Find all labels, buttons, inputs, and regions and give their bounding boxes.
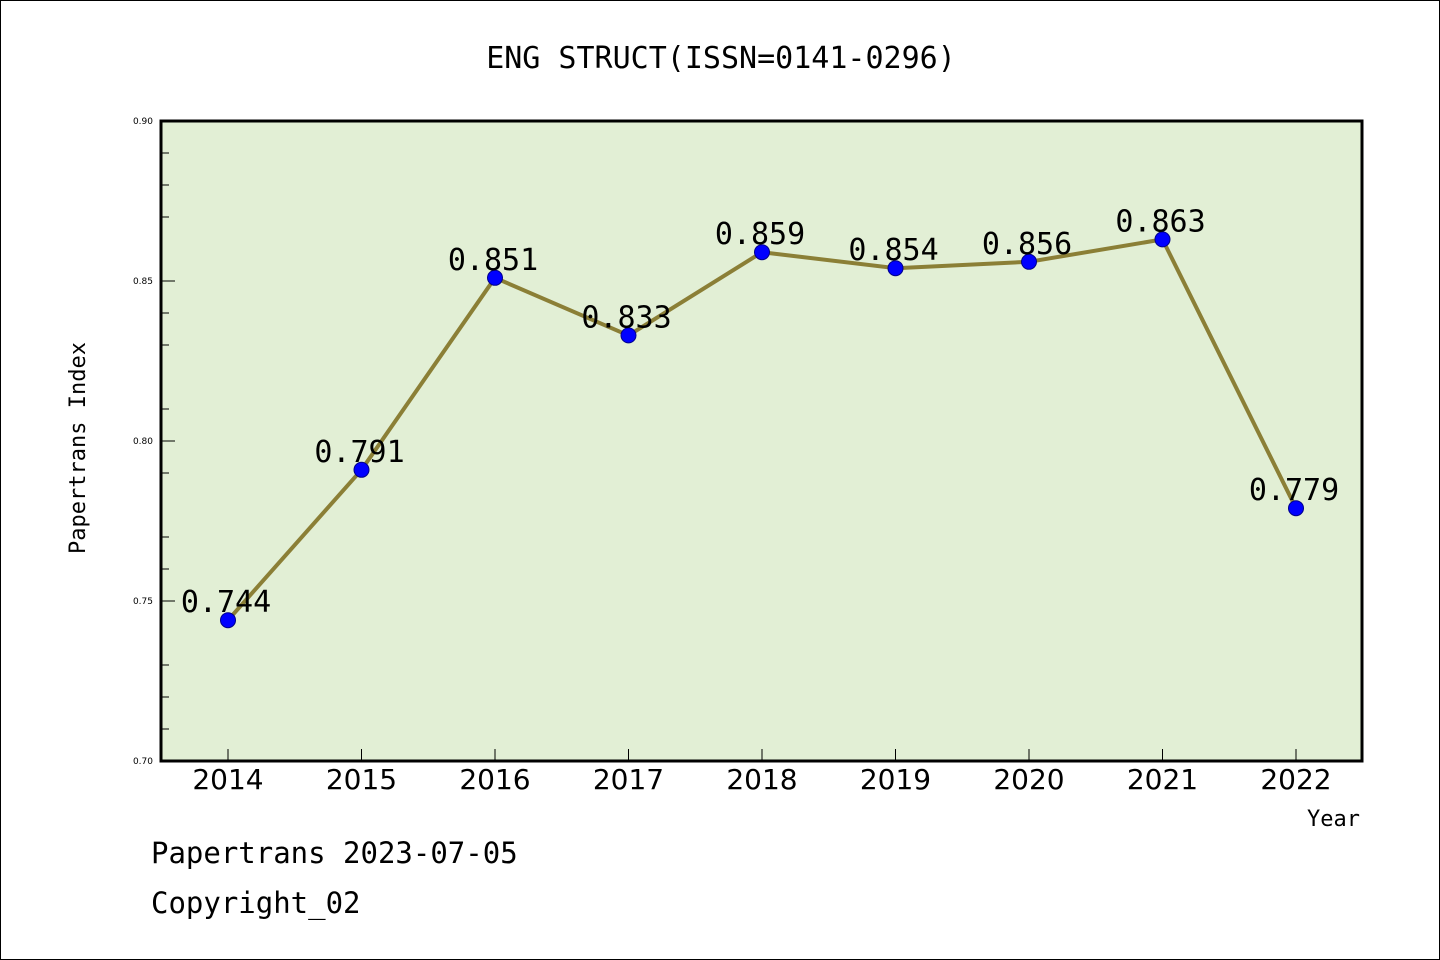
- x-tick-label: 2015: [326, 763, 397, 796]
- data-label: 0.854: [848, 233, 938, 268]
- data-label: 0.851: [448, 243, 538, 278]
- y-axis: 0.70 0.75 0.80 0.85 0.90: [133, 117, 175, 767]
- data-label: 0.744: [181, 585, 271, 620]
- y-tick-label: 0.70: [133, 757, 153, 767]
- x-tick-label: 2016: [459, 763, 530, 796]
- x-tick-label: 2022: [1260, 763, 1331, 796]
- data-point: [1021, 253, 1037, 270]
- data-label: 0.791: [314, 435, 404, 470]
- x-tick-label: 2018: [726, 763, 797, 796]
- data-point: [620, 327, 637, 344]
- y-tick-label: 0.80: [133, 437, 153, 447]
- data-label: 0.779: [1249, 473, 1339, 508]
- x-tick-label: 2017: [593, 763, 664, 796]
- chart-title: ENG STRUCT(ISSN=0141-0296): [486, 41, 956, 76]
- y-tick-label: 0.85: [133, 277, 153, 287]
- data-label: 0.833: [581, 300, 671, 335]
- data-point: [1288, 500, 1304, 517]
- data-point: [353, 461, 370, 478]
- y-tick-label: 0.75: [133, 597, 153, 607]
- data-point: [754, 244, 770, 261]
- series-line: [220, 231, 1304, 629]
- data-label: 0.856: [982, 227, 1072, 262]
- y-axis-label: Papertrans Index: [66, 342, 91, 554]
- data-label: 0.863: [1115, 204, 1205, 239]
- x-axis: 2014 2015 2016 2017 2018 2019 2020 2021 2022: [192, 749, 1332, 796]
- footer-date: Papertrans 2023-07-05: [151, 836, 518, 870]
- x-axis-label: Year: [1307, 807, 1360, 832]
- footer-copyright: Copyright_02: [151, 886, 361, 920]
- x-tick-label: 2020: [993, 763, 1064, 796]
- data-point: [1154, 231, 1171, 248]
- x-tick-label: 2019: [860, 763, 931, 796]
- data-label: 0.859: [715, 217, 805, 252]
- y-tick-label: 0.90: [133, 117, 153, 127]
- data-point: [487, 269, 503, 286]
- plot-area: [159, 119, 1364, 763]
- data-labels: 0.744 0.791 0.851 0.833 0.859 0.854 0.856 0.863…: [181, 204, 1339, 620]
- data-point: [887, 260, 904, 277]
- x-tick-label: 2021: [1127, 763, 1198, 796]
- data-point: [220, 612, 236, 629]
- x-tick-label: 2014: [192, 763, 263, 796]
